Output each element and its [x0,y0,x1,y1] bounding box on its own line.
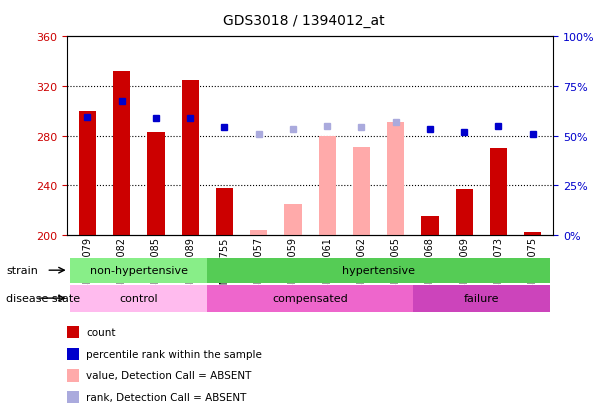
Text: value, Detection Call = ABSENT: value, Detection Call = ABSENT [86,370,252,380]
Text: count: count [86,328,116,337]
Text: strain: strain [6,266,38,275]
Text: hypertensive: hypertensive [342,266,415,275]
Text: percentile rank within the sample: percentile rank within the sample [86,349,262,359]
Bar [524,233,541,235]
Bar [285,204,302,235]
Bar [207,285,413,312]
Bar [207,258,550,283]
Bar [413,285,550,312]
Bar [182,81,199,235]
Bar [147,133,165,235]
Bar [79,112,96,235]
Text: non-hypertensive: non-hypertensive [90,266,188,275]
Text: compensated: compensated [272,293,348,304]
Text: failure: failure [463,293,499,304]
Bar [216,188,233,235]
Bar [455,190,473,235]
Bar [250,230,268,235]
Text: disease state: disease state [6,293,80,304]
Bar [387,123,404,235]
Bar [113,72,130,235]
Bar [319,136,336,235]
Text: GDS3018 / 1394012_at: GDS3018 / 1394012_at [223,14,385,28]
Bar [490,149,507,235]
Bar [71,285,207,312]
Text: control: control [120,293,158,304]
Text: rank, Detection Call = ABSENT: rank, Detection Call = ABSENT [86,392,247,402]
Bar [421,217,438,235]
Bar [71,258,207,283]
Bar [353,147,370,235]
